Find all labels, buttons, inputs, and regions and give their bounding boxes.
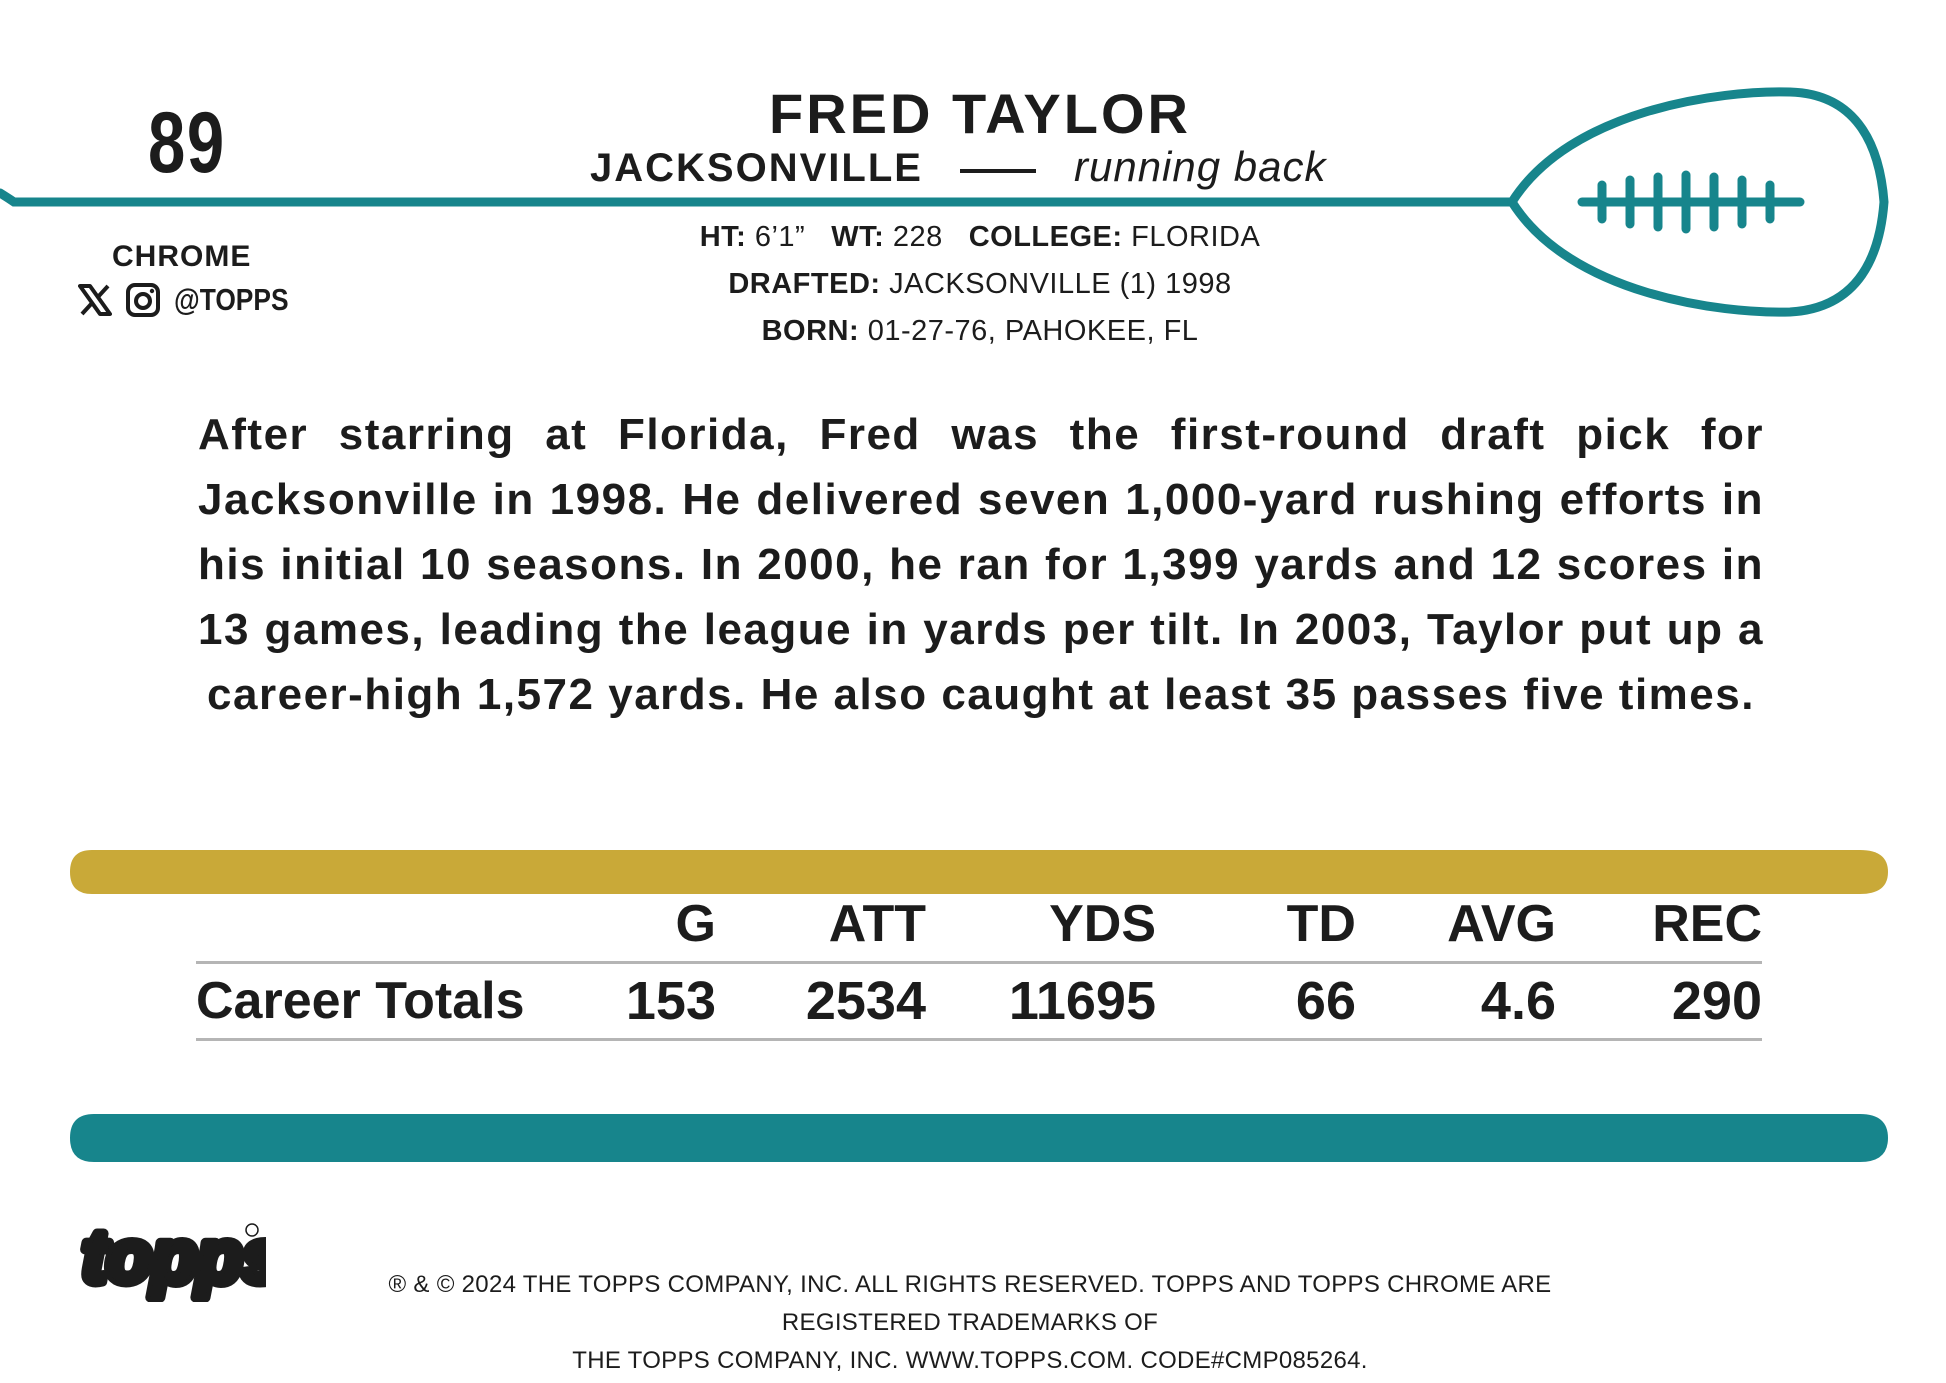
- height-value: 6’1”: [754, 221, 806, 253]
- born-value: 01-27-76, PAHOKEE, FL: [867, 315, 1199, 347]
- legal-text: ® & © 2024 THE TOPPS COMPANY, INC. ALL R…: [370, 1266, 1570, 1380]
- stat-avg: 4.6: [1356, 962, 1556, 1041]
- team-name: JACKSONVILLE: [590, 146, 923, 190]
- table-row: Career Totals 153 2534 11695 66 4.6 290: [196, 962, 1762, 1041]
- gold-bar: [70, 850, 1888, 894]
- bio-physical: HT: 6’1” WT: 228 COLLEGE: FLORIDA: [560, 223, 1400, 252]
- stats-header-row: G ATT YDS TD AVG REC: [196, 896, 1762, 965]
- instagram-icon: [126, 283, 160, 317]
- logo-text: topps: [82, 1215, 266, 1298]
- stats-header-att: ATT: [716, 896, 926, 965]
- topps-logo: topps topps: [77, 1212, 266, 1302]
- college-label: COLLEGE:: [968, 221, 1123, 253]
- legal-line-1: ® & © 2024 THE TOPPS COMPANY, INC. ALL R…: [388, 1271, 1552, 1336]
- stat-yds: 11695: [926, 962, 1156, 1041]
- stats-table: G ATT YDS TD AVG REC Career Totals 153 2…: [196, 896, 1762, 1041]
- social-links: @TOPPS: [78, 282, 309, 318]
- stats-header-blank: [196, 896, 526, 965]
- logo-text-outline: topps: [82, 1215, 266, 1298]
- stats-header-td: TD: [1156, 896, 1356, 965]
- stats-header-g: G: [526, 896, 716, 965]
- football-icon: [0, 87, 1889, 317]
- weight-label: WT:: [831, 221, 885, 253]
- weight-value: 228: [892, 221, 943, 253]
- player-blurb: After starring at Florida, Fred was the …: [198, 410, 1764, 719]
- stat-g: 153: [526, 962, 716, 1041]
- player-name: FRED TAYLOR: [769, 82, 1191, 145]
- social-handle: @TOPPS: [174, 282, 289, 317]
- stats-header-rec: REC: [1556, 896, 1762, 965]
- divider-dash: [960, 169, 1036, 173]
- x-icon: [78, 284, 112, 316]
- row-label: Career Totals: [196, 962, 526, 1041]
- player-position: running back: [1074, 143, 1327, 190]
- born-label: BORN:: [761, 315, 860, 347]
- stats-header-avg: AVG: [1356, 896, 1556, 965]
- brand-chrome: CHROME: [112, 240, 252, 273]
- height-label: HT:: [699, 221, 747, 253]
- stat-att: 2534: [716, 962, 926, 1041]
- drafted-label: DRAFTED:: [728, 268, 881, 300]
- legal-line-2: THE TOPPS COMPANY, INC. WWW.TOPPS.COM. C…: [572, 1347, 1368, 1374]
- college-value: FLORIDA: [1131, 221, 1261, 253]
- bio-born: BORN: 01-27-76, PAHOKEE, FL: [560, 317, 1400, 346]
- bio-drafted: DRAFTED: JACKSONVILLE (1) 1998: [560, 270, 1400, 299]
- stats-header-yds: YDS: [926, 896, 1156, 965]
- card-number: 89: [148, 95, 226, 191]
- teal-bar: [70, 1114, 1888, 1162]
- stat-rec: 290: [1556, 962, 1762, 1041]
- drafted-value: JACKSONVILLE (1) 1998: [889, 268, 1232, 300]
- stat-td: 66: [1156, 962, 1356, 1041]
